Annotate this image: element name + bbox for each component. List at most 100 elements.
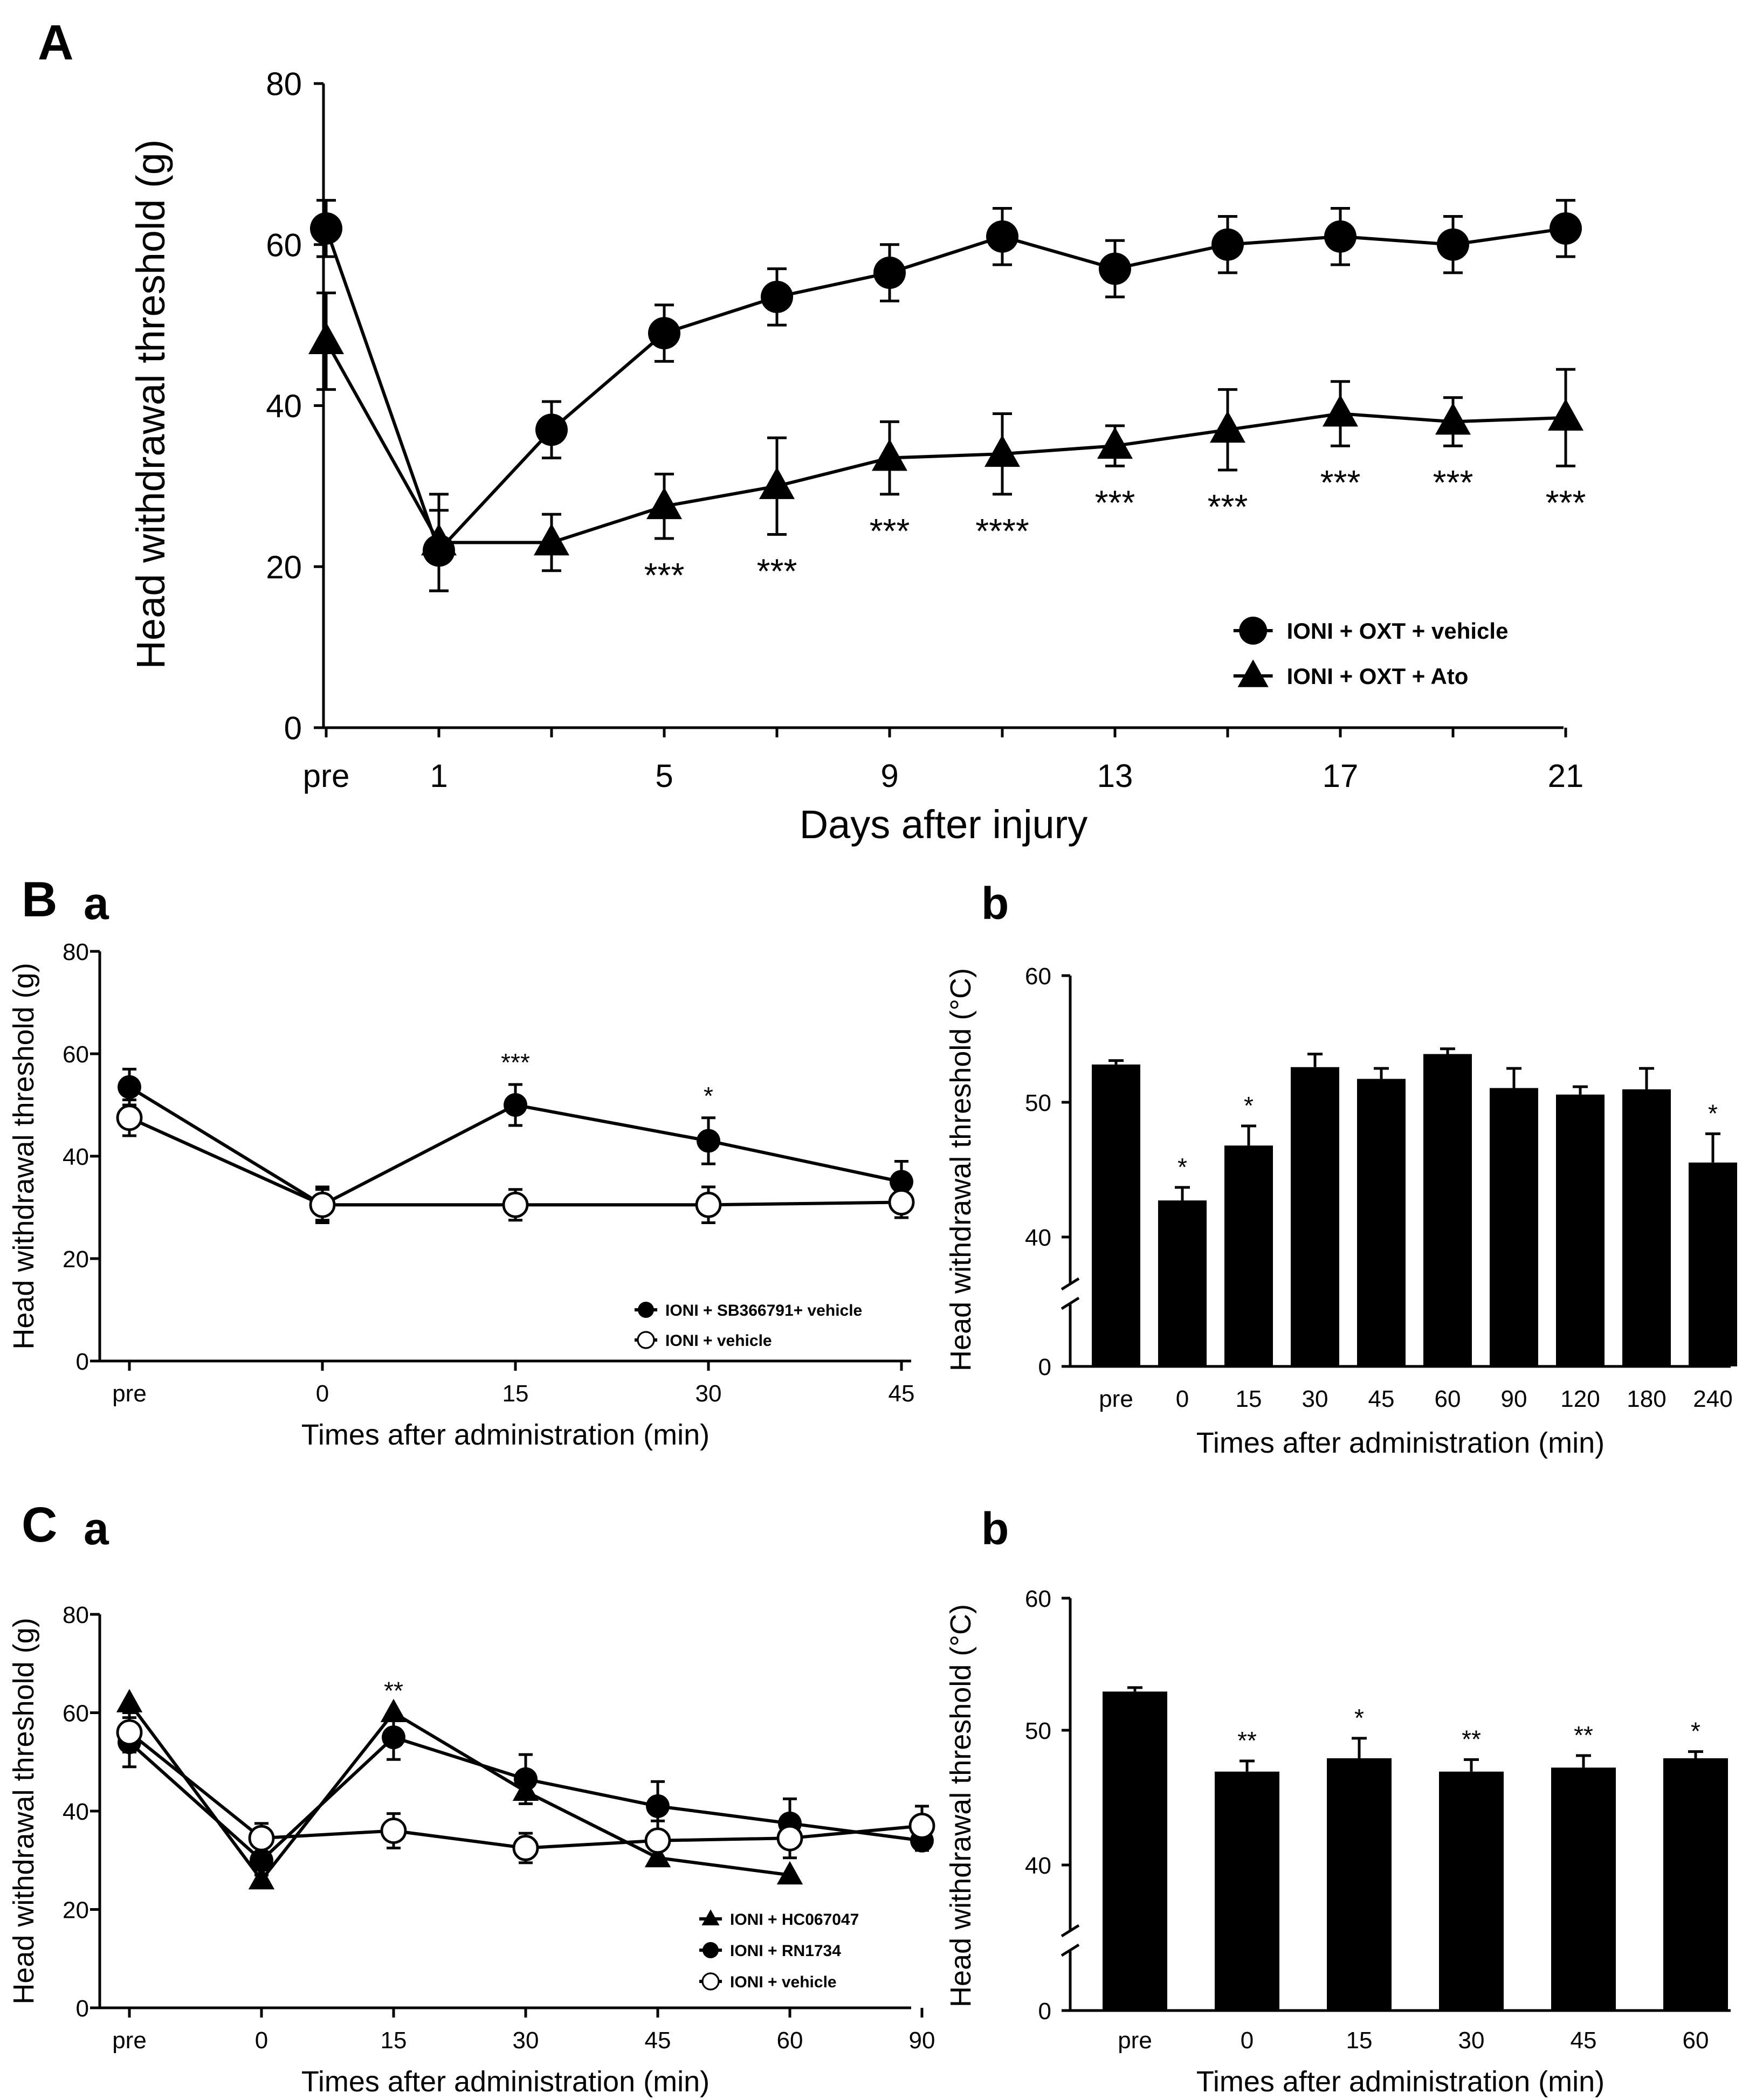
x-tick-label: 0 xyxy=(1176,1386,1189,1412)
data-point xyxy=(873,257,906,289)
x-tick-label: pre xyxy=(1118,2027,1152,2054)
significance-label: *** xyxy=(501,1048,530,1076)
x-tick-label: 30 xyxy=(696,1380,722,1407)
x-tick-label: 240 xyxy=(1693,1386,1732,1412)
data-point xyxy=(984,434,1020,467)
series-line xyxy=(325,226,1566,554)
bar xyxy=(1224,1145,1273,1366)
y-tick-label: 80 xyxy=(63,1602,89,1628)
legend-marker xyxy=(703,1942,719,1958)
data-point xyxy=(116,1689,143,1712)
data-point xyxy=(118,1075,141,1099)
data-point xyxy=(695,1191,722,1218)
x-tick-label: 21 xyxy=(1548,758,1584,794)
data-point xyxy=(248,1825,275,1852)
x-tick-label: 45 xyxy=(889,1380,915,1407)
x-tick-label: 90 xyxy=(909,2027,935,2054)
data-point xyxy=(646,487,682,520)
y-tick-label: 60 xyxy=(63,1041,89,1068)
legend-marker xyxy=(1239,617,1268,645)
legend-marker xyxy=(701,1972,720,1991)
significance-label: ** xyxy=(1462,1725,1481,1753)
x-axis-label: Times after administration (min) xyxy=(301,1419,710,1451)
x-tick-label: 120 xyxy=(1560,1386,1600,1412)
panel-sublabel-Ca: a xyxy=(84,1503,109,1554)
bar xyxy=(1490,1088,1538,1366)
x-tick-label: 45 xyxy=(1571,2027,1597,2054)
significance-label: ** xyxy=(1237,1726,1257,1754)
data-point xyxy=(776,1825,803,1852)
axis-break-mark xyxy=(1061,1277,1080,1291)
data-point xyxy=(644,1827,671,1854)
data-point xyxy=(535,413,568,446)
chart-Bb: 0 40 50 60 pre 0 15 30 45 60 90 120 180 240 Times afte… xyxy=(945,963,1737,1459)
y-axis-label: Head withdrawal threshold (g) xyxy=(8,1618,40,2004)
significance-label: * xyxy=(704,1082,713,1110)
legend-label: IONI + OXT + vehicle xyxy=(1287,618,1509,644)
significance-label: *** xyxy=(1433,463,1473,502)
bar xyxy=(1357,1079,1406,1366)
legend-label: IONI + SB366791+ vehicle xyxy=(665,1302,862,1320)
x-tick-label: 30 xyxy=(1302,1386,1328,1412)
legend-label: IONI + vehicle xyxy=(665,1332,772,1350)
data-point xyxy=(986,220,1018,253)
bar xyxy=(1551,1767,1616,2011)
data-point xyxy=(1097,426,1133,459)
x-tick-label: pre xyxy=(303,758,350,794)
y-tick-label: 60 xyxy=(266,227,302,263)
data-point xyxy=(534,523,569,556)
data-point xyxy=(872,439,907,471)
data-point xyxy=(908,1812,935,1839)
chart-A: 0 20 40 60 80 pre 1 5 9 13 17 21 Days after injury He… xyxy=(128,66,1586,847)
y-tick-label: 40 xyxy=(63,1799,89,1825)
y-tick-label: 80 xyxy=(63,939,89,965)
x-tick-label: 30 xyxy=(513,2027,539,2054)
y-tick-label: 0 xyxy=(284,710,302,747)
bar xyxy=(1663,1758,1728,2011)
y-axis-label: Head withdrawal threshold (°C) xyxy=(945,1604,977,2007)
y-tick-label: 20 xyxy=(266,549,302,585)
data-point xyxy=(1210,410,1245,443)
bar xyxy=(1689,1162,1737,1366)
x-tick-label: 0 xyxy=(1241,2027,1254,2054)
y-tick-label: 60 xyxy=(1025,963,1051,990)
bar xyxy=(1215,1771,1279,2011)
legend-marker xyxy=(638,1302,654,1318)
chart-Cb: 0 40 50 60 pre 0 15 30 45 60 Times after administr… xyxy=(945,1586,1731,2098)
significance-label: *** xyxy=(644,556,685,595)
data-point xyxy=(1435,403,1471,435)
data-point xyxy=(1323,395,1358,427)
bar xyxy=(1103,1691,1167,2011)
data-point xyxy=(888,1189,915,1215)
data-point xyxy=(248,1866,275,1890)
x-tick-label: 1 xyxy=(430,758,447,794)
legend-marker xyxy=(637,1331,655,1349)
x-tick-label: 15 xyxy=(1346,2027,1373,2054)
panel-sublabel-Cb: b xyxy=(981,1503,1009,1554)
x-tick-label: 9 xyxy=(880,758,898,794)
x-tick-label: pre xyxy=(1099,1386,1133,1412)
y-tick-label: 0 xyxy=(1038,1998,1051,2025)
y-axis-label: Head withdrawal threshold (°C) xyxy=(945,968,977,1371)
significance-label: *** xyxy=(1320,463,1361,502)
y-tick-label: 0 xyxy=(76,1349,89,1375)
data-point xyxy=(116,1719,143,1746)
x-tick-label: 0 xyxy=(316,1380,329,1407)
data-point xyxy=(309,1191,336,1218)
significance-label: *** xyxy=(1546,483,1586,522)
y-axis-label: Head withdrawal threshold (g) xyxy=(128,139,173,669)
axis-break-mark xyxy=(1061,1296,1080,1310)
y-tick-label: 0 xyxy=(76,1995,89,2022)
data-point xyxy=(761,280,793,313)
x-tick-label: pre xyxy=(112,2027,147,2054)
x-tick-label: 5 xyxy=(655,758,673,794)
significance-label: ** xyxy=(1574,1721,1593,1749)
x-tick-label: 0 xyxy=(255,2027,268,2054)
x-axis-label: Times after administration (min) xyxy=(301,2066,710,2098)
x-tick-label: 17 xyxy=(1323,758,1359,794)
legend-label: IONI + OXT + Ato xyxy=(1287,664,1469,689)
x-tick-label: 90 xyxy=(1501,1386,1527,1412)
y-tick-label: 40 xyxy=(1025,1225,1051,1251)
x-tick-label: 15 xyxy=(381,2027,407,2054)
